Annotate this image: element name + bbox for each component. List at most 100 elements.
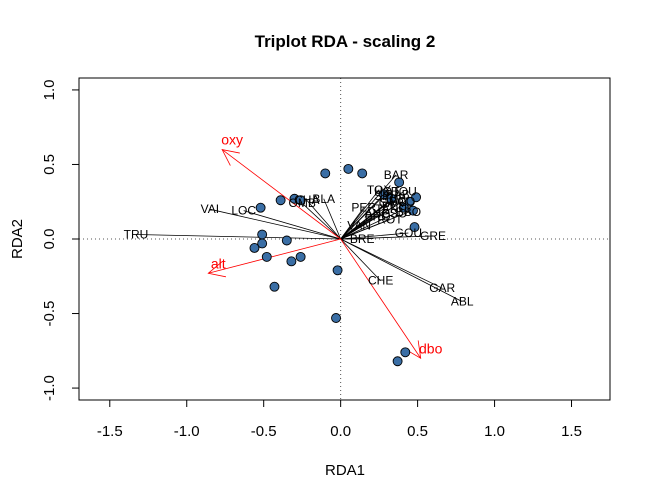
species-label: PSO — [382, 207, 407, 221]
environment-arrow-head — [404, 340, 422, 360]
site-point — [320, 168, 331, 179]
environment-arrow — [340, 238, 422, 359]
site-point — [275, 195, 286, 206]
x-tick-label: -0.5 — [251, 423, 277, 440]
environment-arrows — [207, 149, 422, 360]
species-arrows — [135, 174, 463, 302]
site-point — [295, 251, 306, 262]
species-label: BCO — [389, 195, 415, 209]
species-label: SPI — [374, 189, 393, 203]
site-point — [394, 177, 405, 188]
x-axis-label: RDA1 — [325, 462, 365, 479]
species-label: TRU — [124, 228, 149, 242]
species-arrow — [340, 213, 395, 240]
environment-arrow — [221, 149, 341, 240]
site-point — [255, 202, 266, 213]
site-point — [408, 205, 418, 216]
species-label: GAR — [429, 281, 455, 295]
environment-label: oxy — [221, 132, 243, 148]
species-label: BRE — [350, 232, 375, 246]
site-point — [343, 163, 354, 174]
species-label: PCH — [382, 199, 407, 213]
y-tick-label: -1.0 — [41, 375, 58, 401]
environment-arrow — [208, 238, 341, 274]
species-label: OMB — [289, 196, 316, 210]
species-arrow — [340, 225, 360, 240]
species-arrow — [243, 210, 341, 240]
y-axis: -1.0 -0.5 0.0 0.5 1.0 — [41, 79, 80, 401]
species-label: ABL — [451, 295, 474, 309]
chart-title: Triplot RDA - scaling 2 — [255, 32, 436, 51]
species-arrow — [301, 202, 341, 240]
species-arrow — [135, 234, 341, 240]
species-label: ROT — [377, 213, 403, 227]
species-label: CHE — [368, 274, 393, 288]
y-axis-label: RDA2 — [9, 219, 26, 259]
site-point — [398, 202, 409, 213]
y-tick-label: 1.0 — [41, 79, 58, 100]
species-label: PER — [351, 201, 376, 215]
site-point — [411, 192, 422, 203]
species-label: ANG — [365, 207, 391, 221]
species-label: CAR — [379, 196, 405, 210]
site-point — [257, 229, 268, 240]
species-label: VAI — [201, 202, 219, 216]
species-label: BOU — [391, 184, 417, 198]
site-point — [378, 189, 389, 200]
species-arrow — [323, 198, 342, 240]
site-point — [386, 193, 397, 204]
species-label: BAB — [386, 187, 410, 201]
species-arrow — [340, 238, 381, 282]
species-label: TAN — [375, 202, 398, 216]
species-label: TOX — [367, 183, 391, 197]
site-point — [409, 222, 420, 233]
environment-labels: oxy alt dbo — [211, 132, 443, 357]
site-point — [357, 168, 368, 179]
species-label: LOC — [231, 204, 256, 218]
x-tick-label: -1.5 — [97, 423, 123, 440]
site-point — [331, 313, 341, 323]
species-label: GOU — [395, 226, 422, 240]
site-point — [249, 242, 260, 253]
site-point — [392, 356, 403, 367]
site-point — [261, 251, 272, 262]
site-point — [286, 256, 297, 267]
species-arrow — [340, 174, 397, 240]
environment-label: alt — [211, 255, 226, 271]
species-label: BRO — [365, 210, 391, 224]
species-label: HOT — [374, 184, 400, 198]
x-tick-label: 1.0 — [484, 423, 505, 440]
site-point — [332, 265, 343, 276]
species-arrow — [340, 235, 434, 240]
x-tick-label: -1.0 — [174, 423, 200, 440]
x-axis: -1.5 -1.0 -0.5 0.0 0.5 1.0 1.5 — [97, 399, 582, 440]
environment-arrow-head — [207, 261, 227, 278]
y-tick-label: 0.0 — [41, 229, 58, 250]
x-tick-label: 1.5 — [561, 423, 582, 440]
environment-label: dbo — [419, 340, 443, 356]
species-label: CHA — [294, 193, 319, 207]
species-label: BLA — [312, 192, 335, 206]
species-arrow — [306, 199, 341, 240]
site-point — [400, 347, 411, 358]
site-points — [249, 163, 422, 367]
species-label: GOB — [380, 192, 407, 206]
species-label: BAR — [384, 168, 409, 182]
site-point — [295, 195, 306, 206]
environment-arrow-head — [221, 149, 240, 166]
species-label: GRE — [420, 229, 446, 243]
species-arrow — [209, 208, 341, 240]
species-arrow — [340, 207, 365, 240]
site-point — [269, 281, 280, 292]
site-point — [257, 238, 268, 249]
x-tick-label: 0.0 — [330, 423, 351, 440]
species-arrow — [340, 238, 443, 289]
species-arrow — [340, 216, 378, 240]
species-arrow — [340, 232, 409, 240]
y-tick-label: -0.5 — [41, 301, 58, 327]
x-tick-label: 0.5 — [407, 423, 428, 440]
species-arrow — [340, 195, 385, 240]
species-label: VAN — [347, 219, 371, 233]
